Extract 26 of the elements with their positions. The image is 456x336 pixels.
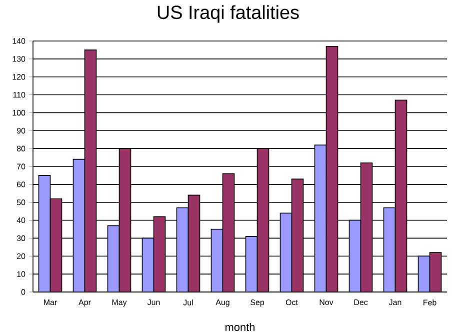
- x-axis-title: month: [226, 322, 255, 332]
- bar: [245, 236, 258, 292]
- bar: [348, 220, 362, 292]
- bar: [383, 207, 396, 292]
- bar: [107, 225, 120, 292]
- bar: [176, 207, 189, 292]
- bar: [429, 252, 442, 292]
- bar: [188, 194, 200, 292]
- chart-title: US Iraqi fatalities: [158, 5, 299, 23]
- bar: [38, 175, 51, 292]
- bar: [360, 162, 373, 292]
- bar: [394, 100, 408, 292]
- bar: [222, 173, 235, 292]
- bar: [291, 178, 304, 292]
- bar: [418, 256, 430, 292]
- bar: [118, 148, 132, 292]
- bar: [84, 50, 97, 292]
- bar: [153, 216, 166, 292]
- bar: [280, 212, 292, 292]
- bar: [72, 158, 86, 292]
- bar: [50, 198, 62, 292]
- bar: [142, 238, 154, 292]
- bar: [210, 228, 224, 292]
- bar: [314, 144, 327, 292]
- bar: [256, 148, 270, 292]
- bar: [326, 46, 338, 292]
